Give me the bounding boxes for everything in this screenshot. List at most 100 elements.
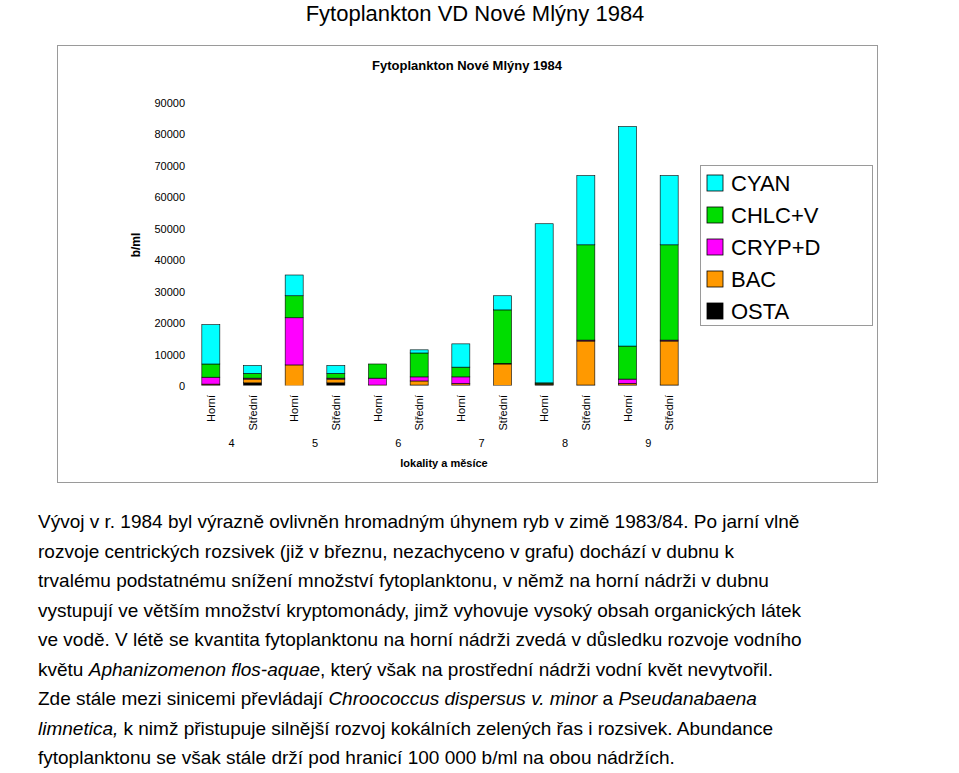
- bar-segment: [577, 245, 595, 340]
- x-group-label: 7: [479, 437, 485, 449]
- legend-swatch: [707, 303, 723, 319]
- bar-segment: [619, 346, 637, 379]
- text-run: k nimž přistupuje silnější rozvoj kokáln…: [118, 718, 773, 739]
- bar-segment: [619, 127, 637, 346]
- x-tick-label: Horní: [622, 395, 634, 422]
- page: Fytoplankton VD Nové Mlýny 1984Fytoplank…: [0, 0, 959, 773]
- y-tick-label: 90000: [154, 97, 185, 109]
- text-run: květu: [38, 659, 89, 680]
- legend-label: CYAN: [731, 171, 791, 196]
- bar-segment: [619, 379, 637, 383]
- bar-segment: [494, 364, 512, 385]
- chart-frame: [58, 46, 878, 483]
- x-axis-label: lokality a měsíce: [400, 457, 487, 469]
- legend-label: OSTA: [731, 299, 790, 324]
- x-tick-label: Střední: [497, 395, 509, 430]
- text-run: rozvoje centrických rozsivek (již v břez…: [38, 541, 734, 562]
- y-tick: [187, 134, 190, 135]
- y-tick: [187, 386, 190, 387]
- bar-segment: [285, 318, 303, 365]
- x-group-label: 6: [395, 437, 401, 449]
- page-heading: Fytoplankton VD Nové Mlýny 1984: [306, 1, 645, 26]
- x-tick-label: Horní: [372, 395, 384, 422]
- bar-segment: [452, 344, 470, 367]
- text-run: a: [597, 688, 618, 709]
- bar-segment: [327, 373, 345, 378]
- bar-segment: [660, 245, 678, 340]
- text-run: limnetica,: [38, 718, 118, 739]
- bars: [202, 127, 678, 386]
- bar-segment: [660, 176, 678, 245]
- bar-segment: [369, 363, 387, 364]
- text-run: Vývoj v r. 1984 byl výrazně ovlivněn hro…: [38, 511, 799, 532]
- bar-segment: [535, 383, 553, 385]
- x-tick-label: Střední: [330, 395, 342, 430]
- y-tick: [187, 197, 190, 198]
- text-run: trvalému podstatnému snížení množství fy…: [38, 570, 769, 591]
- y-tick: [187, 260, 190, 261]
- legend-swatch: [707, 239, 723, 255]
- paragraph-line: fytoplanktonu se však stále drží pod hra…: [38, 747, 675, 768]
- x-tick-label: Střední: [413, 395, 425, 430]
- y-tick-label: 10000: [154, 349, 185, 361]
- bar-segment: [285, 365, 303, 386]
- y-tick: [187, 165, 190, 166]
- bar-segment: [494, 310, 512, 363]
- bar-segment: [244, 366, 262, 374]
- bar-segment: [660, 341, 678, 385]
- y-tick-label: 60000: [154, 191, 185, 203]
- text-run: Aphanizomenon flos-aquae: [88, 659, 320, 680]
- y-tick: [187, 291, 190, 292]
- bar-segment: [244, 379, 262, 383]
- text-run: ve vodě. V létě se kvantita fytoplankton…: [38, 629, 802, 650]
- paragraph-line: Vývoj v r. 1984 byl výrazně ovlivněn hro…: [38, 511, 799, 532]
- legend-label: CHLC+V: [731, 203, 819, 228]
- legend-swatch: [707, 175, 723, 191]
- text-run: Chroococcus dispersus v. minor: [328, 688, 598, 709]
- x-tick-label: Horní: [455, 395, 467, 422]
- y-tick-label: 50000: [154, 223, 185, 235]
- paragraph-line: trvalému podstatnému snížení množství fy…: [38, 570, 769, 591]
- legend-swatch: [707, 207, 723, 223]
- text-run: fytoplanktonu se však stále drží pod hra…: [38, 747, 675, 768]
- text-run: vystupují ve větším množství kryptomonád…: [38, 600, 802, 621]
- bar-segment: [285, 275, 303, 296]
- x-tick-label: Horní: [288, 395, 300, 422]
- x-tick-label: Horní: [538, 395, 550, 422]
- bar-segment: [202, 377, 220, 384]
- legend-label: BAC: [731, 267, 776, 292]
- bar-segment: [369, 378, 387, 385]
- paragraph-line: vystupují ve větším množství kryptomonád…: [38, 600, 802, 621]
- y-tick-label: 80000: [154, 128, 185, 140]
- paragraph-line: Zde stále mezi sinicemi převládají Chroo…: [38, 688, 757, 709]
- paragraph-line: květu Aphanizomenon flos-aquae, který vš…: [38, 659, 773, 680]
- legend-box: [701, 166, 873, 326]
- x-axis-line: [190, 386, 690, 387]
- paragraph-line: ve vodě. V létě se kvantita fytoplankton…: [38, 629, 802, 650]
- bar-segment: [452, 377, 470, 384]
- bar-segment: [452, 367, 470, 377]
- y-tick-label: 0: [179, 380, 185, 392]
- bar-segment: [202, 325, 220, 364]
- x-tick-label: Horní: [205, 395, 217, 422]
- x-tick-label: Střední: [663, 395, 675, 430]
- bar-segment: [369, 364, 387, 378]
- bar-segment: [577, 341, 595, 385]
- y-tick: [187, 354, 190, 355]
- bar-segment: [202, 364, 220, 377]
- y-tick-label: 70000: [154, 160, 185, 172]
- x-group-label: 4: [229, 437, 235, 449]
- y-tick: [187, 323, 190, 324]
- text-run: Pseudanabaena: [618, 688, 756, 709]
- text-run: Zde stále mezi sinicemi převládají: [38, 688, 328, 709]
- bar-segment: [410, 377, 428, 381]
- paragraph-line: rozvoje centrických rozsivek (již v břez…: [38, 541, 734, 562]
- y-tick-label: 40000: [154, 254, 185, 266]
- x-group-label: 5: [312, 437, 318, 449]
- legend-swatch: [707, 271, 723, 287]
- y-tick: [187, 103, 190, 104]
- background: [0, 0, 959, 773]
- legend-label: CRYP+D: [731, 235, 820, 260]
- bar-segment: [410, 350, 428, 353]
- x-tick-label: Střední: [247, 395, 259, 430]
